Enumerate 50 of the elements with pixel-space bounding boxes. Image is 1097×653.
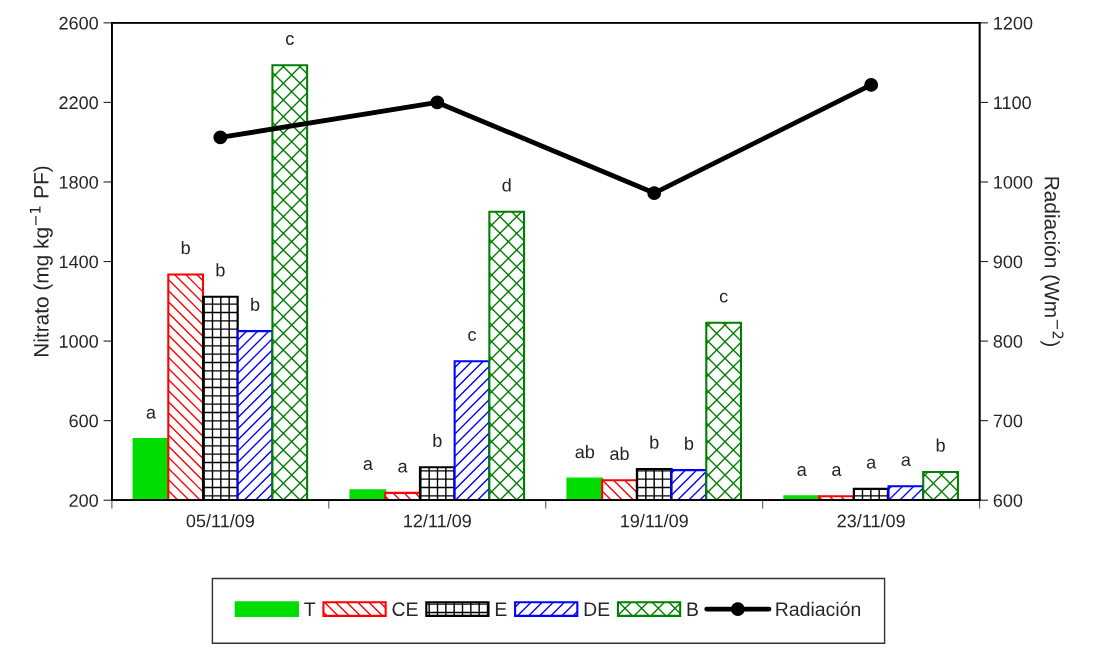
y-tick-label: 1800 bbox=[59, 175, 98, 189]
data-label: b bbox=[216, 263, 225, 277]
legend-label: E bbox=[495, 602, 507, 616]
data-label: b bbox=[650, 435, 659, 449]
data-label: b bbox=[685, 436, 694, 450]
x-tick-label: 12/11/09 bbox=[404, 514, 471, 528]
point bbox=[430, 95, 445, 110]
legend-label: CE bbox=[392, 602, 418, 617]
y2-tick-label: 900 bbox=[993, 255, 1023, 269]
legend-label: DE bbox=[584, 602, 610, 616]
y2-tick-label: 1000 bbox=[994, 175, 1033, 189]
y-tick-label: 200 bbox=[69, 494, 98, 507]
data-label: c bbox=[286, 35, 294, 45]
data-label: ab bbox=[575, 445, 595, 459]
data-label: a bbox=[901, 456, 911, 467]
data-label: d bbox=[502, 178, 511, 192]
legend-label: T bbox=[304, 602, 316, 616]
point bbox=[213, 130, 228, 145]
x-tick-label: 19/11/09 bbox=[621, 514, 688, 528]
y-axis-title: Nitrato (mg kg$^{−1}$ PF) bbox=[29, 166, 53, 357]
data-label: b bbox=[181, 240, 190, 255]
data-label: c bbox=[719, 292, 728, 303]
y-tick-label: 2200 bbox=[59, 96, 98, 110]
y2-tick-label: 700 bbox=[993, 414, 1023, 428]
y2-tick-label: 600 bbox=[993, 494, 1023, 507]
y-tick-label: 600 bbox=[69, 414, 98, 428]
y-tick-label: 2600 bbox=[59, 16, 98, 30]
y2-axis-title: Radiación (Wm$^{−2}$) bbox=[1040, 177, 1064, 346]
y-tick-label: 1000 bbox=[59, 335, 98, 348]
data-label: c bbox=[468, 331, 477, 341]
y2-tick-label: 1200 bbox=[994, 16, 1033, 30]
legend-label: B bbox=[687, 602, 698, 616]
data-label: a bbox=[363, 460, 373, 471]
data-label: a bbox=[832, 466, 842, 476]
y-tick-label: 1400 bbox=[59, 255, 98, 269]
x-tick-label: 05/11/09 bbox=[186, 514, 254, 528]
data-label: a bbox=[797, 466, 807, 476]
x-tick-label: 23/11/09 bbox=[837, 514, 905, 528]
data-label: b bbox=[433, 433, 442, 447]
point bbox=[864, 77, 879, 92]
data-label: b bbox=[251, 297, 260, 311]
data-label: b bbox=[936, 438, 945, 452]
data-label: a bbox=[398, 462, 408, 473]
y2-tick-label: 1100 bbox=[994, 96, 1031, 110]
point bbox=[647, 186, 662, 201]
legend-label: Radiación bbox=[776, 601, 861, 617]
data-label: a bbox=[146, 408, 156, 419]
data-label: ab bbox=[610, 446, 629, 461]
data-label: a bbox=[866, 458, 877, 469]
y2-tick-label: 800 bbox=[993, 335, 1023, 348]
